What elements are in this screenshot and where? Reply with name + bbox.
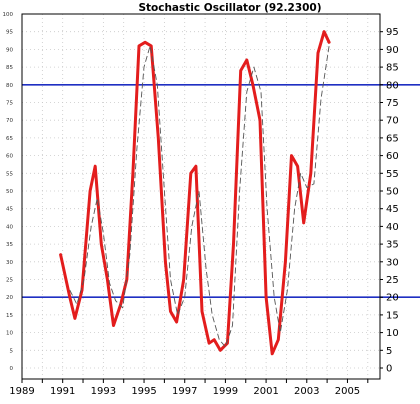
y-tick-label-right: 70 [386,116,399,127]
y-axis-right-ticks: 0 5 10 15 20 25 30 35 40 45 50 55 60 65 70 75 80 85 90 95 [380,27,399,375]
axes [21,13,381,380]
y-tick-label-right: 0 [386,364,392,375]
y-tick-label-left: 20 [6,295,13,301]
y-tick-label-left: 60 [6,154,13,160]
y-tick-label-left: 80 [6,83,13,89]
x-tick-label: 1995 [131,386,156,397]
y-tick-label-left: 85 [6,65,13,71]
y-tick-label-right: 45 [386,204,399,215]
y-tick-label-left: 65 [6,136,13,142]
y-tick-label-right: 10 [386,328,399,339]
y-tick-label-right: 50 [386,187,399,198]
plot-border [21,13,381,380]
y-tick-label-right: 5 [386,346,392,357]
y-tick-label-left: 45 [6,207,13,213]
x-tick-label: 1999 [213,386,238,397]
y-tick-label-left: 0 [10,366,14,372]
x-tick-label: 2001 [253,386,278,397]
y-tick-label-left: 75 [6,101,13,107]
y-tick-label-right: 95 [386,27,399,38]
y-tick-label-right: 90 [386,45,399,56]
y-tick-label-left: 35 [6,242,13,248]
y-tick-label-left: 70 [6,118,13,124]
grid [21,13,380,379]
series [59,30,331,356]
y-tick-label-right: 40 [386,222,399,233]
y-tick-label-left: 50 [6,189,13,195]
y-tick-label-left: 55 [6,171,13,177]
y-tick-label-left: 90 [6,47,13,53]
x-tick-label: 2003 [294,386,319,397]
y-tick-label-right: 65 [386,133,399,144]
y-tick-label-right: 85 [386,63,399,74]
y-tick-label-left: 100 [3,12,14,18]
y-tick-label-left: 5 [10,348,14,354]
signal-line [69,45,330,348]
y-tick-label-right: 15 [386,310,399,321]
y-tick-label-right: 20 [386,293,399,304]
y-tick-label-left: 15 [6,313,13,319]
y-tick-label-left: 30 [6,260,13,266]
y-tick-label-right: 30 [386,257,399,268]
x-tick-label: 1997 [172,386,197,397]
x-tick-label: 1991 [50,386,75,397]
y-tick-label-right: 35 [386,240,399,251]
reference-lines [22,84,420,299]
y-axis-left-ticks: 0 5 10 15 20 25 30 35 40 45 50 55 60 65 70 75 80 85 90 95 10… [3,12,14,372]
y-tick-label-left: 10 [6,331,13,337]
y-tick-label-right: 80 [386,80,399,91]
x-tick-label: 1993 [91,386,116,397]
chart-title: Stochastic Oscillator (92.2300) [138,2,321,14]
stochastic-line [59,30,331,356]
y-tick-label-right: 25 [386,275,399,286]
y-tick-label-right: 60 [386,151,399,162]
y-tick-label-left: 40 [6,224,13,230]
y-tick-label-right: 75 [386,98,399,109]
x-tick-label: 2005 [335,386,360,397]
y-tick-label-left: 25 [6,278,13,284]
x-tick-label: 1989 [9,386,34,397]
x-axis-ticks: 1989 1991 1993 1995 1997 1999 2001 2003 2005 [9,379,369,397]
y-tick-label-left: 95 [6,30,13,36]
y-tick-label-right: 55 [386,169,399,180]
